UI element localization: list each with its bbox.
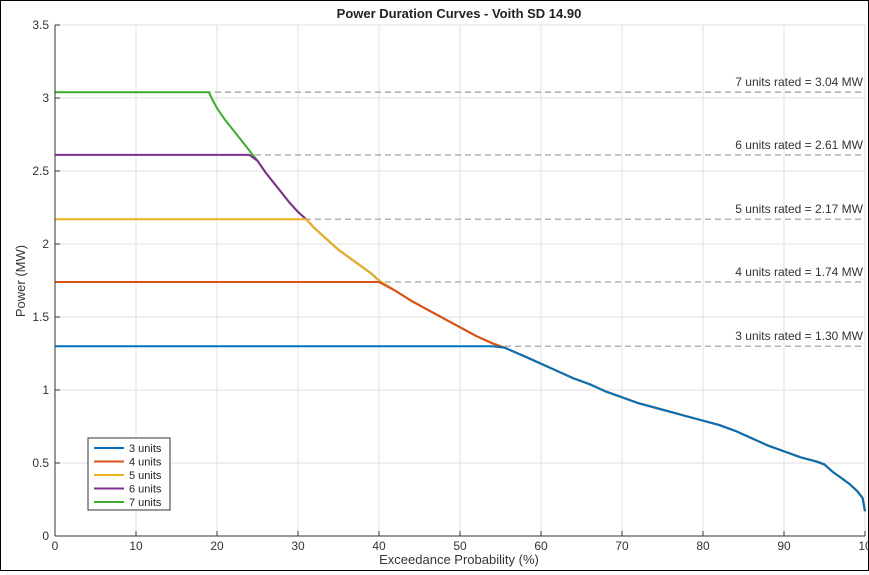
axes-layer [54, 24, 866, 537]
x-tick-label: 20 [210, 539, 224, 553]
y-tick-label: 0.5 [32, 456, 49, 470]
x-tick-label: 10 [858, 539, 868, 553]
rated-label: 6 units rated = 2.61 MW [735, 138, 863, 152]
y-tick-label: 2.5 [32, 164, 49, 178]
legend-label: 3 units [129, 443, 162, 455]
x-tick-label: 50 [453, 539, 467, 553]
x-tick-label: 0 [52, 539, 59, 553]
x-tick-label: 70 [615, 539, 629, 553]
y-tick-label: 3 [42, 91, 49, 105]
chart-title: Power Duration Curves - Voith SD 14.90 [337, 6, 582, 21]
series-layer [55, 91, 866, 512]
rated-label: 7 units rated = 3.04 MW [735, 75, 863, 89]
y-tick-label: 0 [42, 529, 49, 543]
y-tick-label: 3.5 [32, 18, 49, 32]
rated-label: 4 units rated = 1.74 MW [735, 265, 863, 279]
legend-label: 4 units [129, 457, 162, 469]
x-tick-label: 10 [129, 539, 143, 553]
x-axis-label: Exceedance Probability (%) [379, 552, 539, 567]
series-line [55, 345, 866, 512]
legend-label: 6 units [129, 484, 162, 496]
rated-label: 5 units rated = 2.17 MW [735, 202, 863, 216]
y-axis-label: Power (MW) [13, 245, 28, 317]
x-tick-label: 80 [696, 539, 710, 553]
x-tick-label: 90 [777, 539, 791, 553]
tick-labels: 01020304050607080901000.511.522.533.5 [32, 18, 869, 553]
y-tick-label: 2 [42, 237, 49, 251]
y-tick-label: 1.5 [32, 310, 49, 324]
y-tick-label: 1 [42, 383, 49, 397]
x-tick-label: 40 [372, 539, 386, 553]
legend-label: 7 units [129, 497, 162, 509]
grid-layer [54, 24, 866, 537]
rated-label: 3 units rated = 1.30 MW [735, 329, 863, 343]
x-tick-label: 30 [291, 539, 305, 553]
x-tick-label: 60 [534, 539, 548, 553]
legend-label: 5 units [129, 470, 162, 482]
